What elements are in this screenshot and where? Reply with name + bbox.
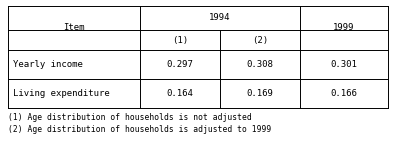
- Text: 0.166: 0.166: [331, 89, 357, 98]
- Text: (1): (1): [172, 36, 188, 45]
- Text: (1) Age distribution of households is not adjusted: (1) Age distribution of households is no…: [8, 113, 252, 122]
- Text: Yearly income: Yearly income: [13, 60, 83, 69]
- Text: 0.301: 0.301: [331, 60, 357, 69]
- Text: Item: Item: [63, 24, 85, 32]
- Text: Living expenditure: Living expenditure: [13, 89, 110, 98]
- Text: 0.164: 0.164: [167, 89, 193, 98]
- Text: 1994: 1994: [209, 14, 231, 22]
- Text: 1999: 1999: [333, 24, 355, 32]
- Text: 0.169: 0.169: [247, 89, 274, 98]
- Text: (2) Age distribution of households is adjusted to 1999: (2) Age distribution of households is ad…: [8, 126, 271, 134]
- Text: 0.308: 0.308: [247, 60, 274, 69]
- Text: 0.297: 0.297: [167, 60, 193, 69]
- Text: (2): (2): [252, 36, 268, 45]
